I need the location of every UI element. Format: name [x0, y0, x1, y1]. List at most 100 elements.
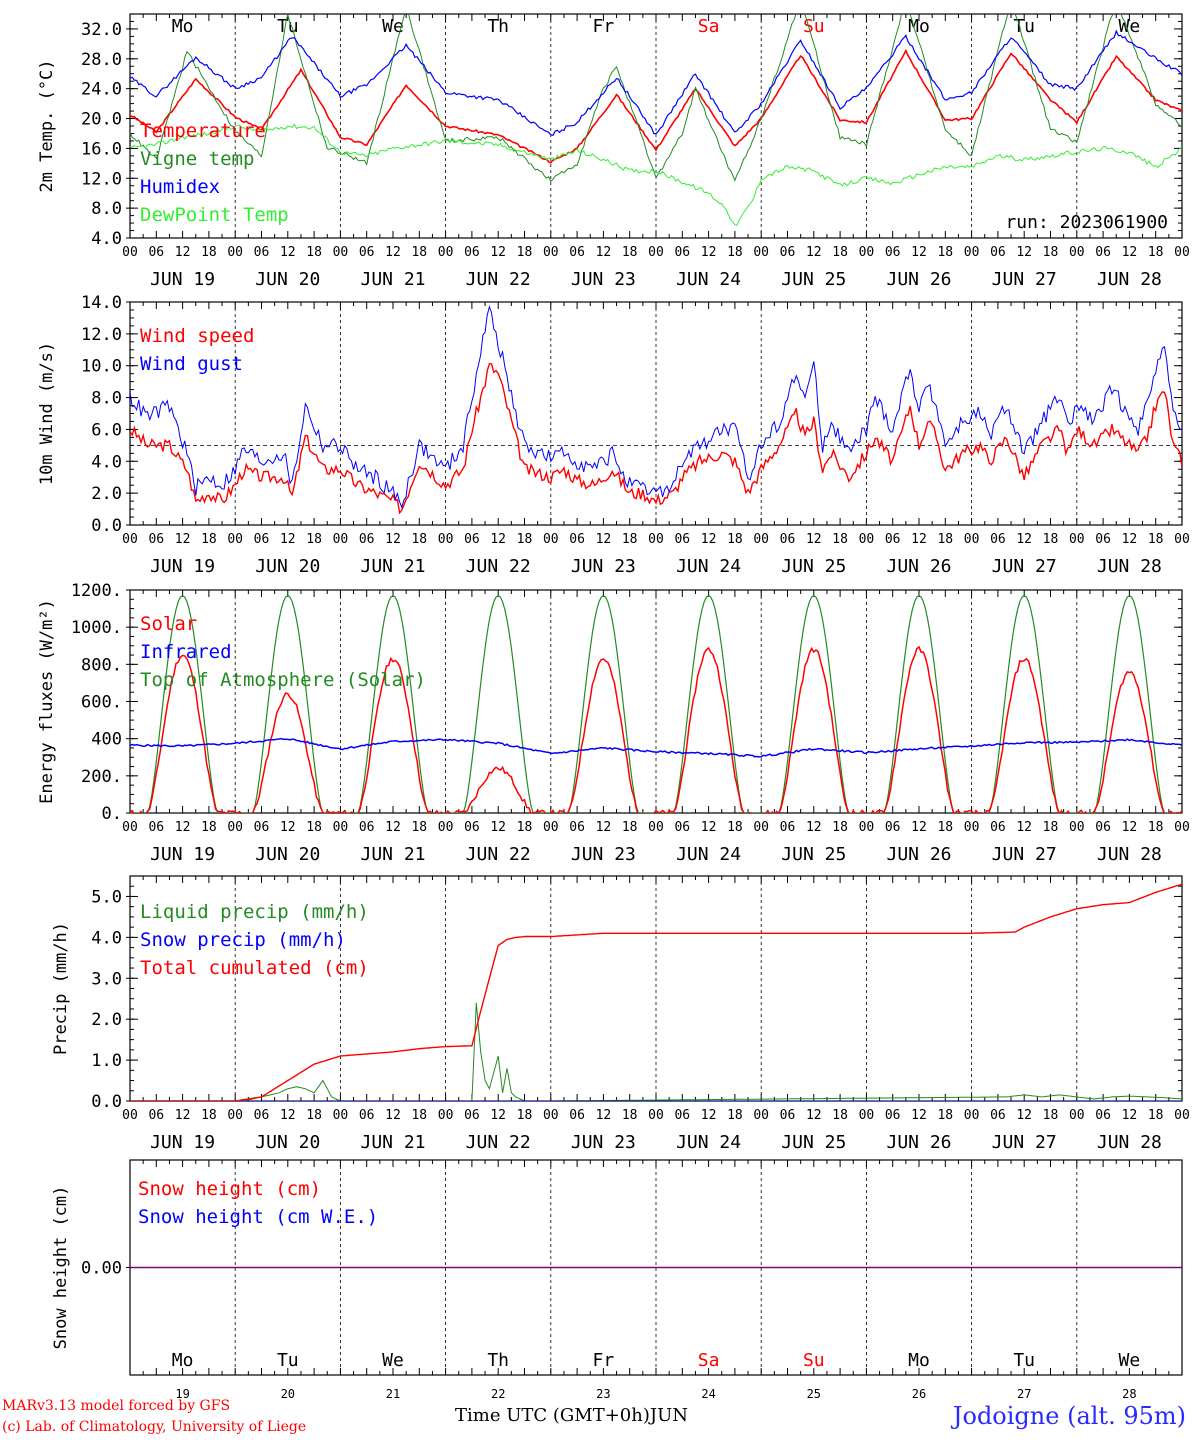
weekday-label: Su	[803, 1350, 825, 1371]
temp-series-line	[130, 123, 1182, 226]
y-tick-label: 20.0	[81, 110, 122, 130]
hour-label: 00	[122, 1108, 138, 1123]
y-tick-label: 12.0	[81, 325, 122, 345]
precip-series-line	[130, 1002, 1182, 1101]
hour-label: 06	[254, 245, 270, 260]
weekday-label: Mo	[908, 1350, 930, 1371]
weekday-label: Tu	[277, 16, 299, 37]
hour-label: 00	[333, 245, 349, 260]
hour-label: 06	[674, 820, 690, 835]
hour-label: 12	[1122, 245, 1138, 260]
weekday-label: Th	[487, 16, 509, 37]
legend-entry: Snow height (cm)	[138, 1178, 321, 1200]
legend-entry: Snow precip (mm/h)	[140, 929, 346, 951]
date-label: JUN 24	[676, 844, 741, 865]
energy-frame	[129, 589, 1183, 814]
date-label: JUN 26	[886, 269, 951, 290]
hour-label: 12	[175, 245, 191, 260]
hour-label: 18	[1148, 532, 1164, 547]
hour-label: 18	[622, 820, 638, 835]
date-label: JUN 19	[150, 844, 215, 865]
hour-label: 18	[937, 532, 953, 547]
y-tick-label: 200.	[81, 767, 122, 787]
hour-label: 00	[227, 820, 243, 835]
day-number-label: 24	[701, 1387, 715, 1400]
y-tick-label: 1000.	[71, 618, 122, 638]
hour-label: 00	[227, 245, 243, 260]
y-tick-label: 800.	[81, 655, 122, 675]
hour-label: 12	[806, 1108, 822, 1123]
hour-label: 18	[411, 820, 427, 835]
hour-label: 06	[148, 1108, 164, 1123]
y-tick-label: 0.	[102, 804, 122, 824]
hour-label: 00	[227, 532, 243, 547]
legend-entry: Wind speed	[140, 325, 254, 347]
hour-label: 00	[122, 532, 138, 547]
hour-label: 12	[1016, 532, 1032, 547]
hour-label: 00	[438, 1108, 454, 1123]
weekday-label: Su	[803, 16, 825, 37]
hour-label: 18	[411, 1108, 427, 1123]
hour-label: 00	[648, 245, 664, 260]
legend-entry: Total cumulated (cm)	[140, 957, 369, 979]
hour-label: 00	[1069, 820, 1085, 835]
hour-label: 06	[674, 245, 690, 260]
y-axis-label: Precip (mm/h)	[51, 922, 71, 1055]
run-label: run: 2023061900	[1005, 212, 1168, 233]
date-label: JUN 27	[992, 1132, 1057, 1153]
hour-label: 18	[306, 1108, 322, 1123]
weekday-label: We	[382, 16, 404, 37]
date-label: JUN 22	[466, 556, 531, 577]
hour-label: 18	[306, 245, 322, 260]
hour-label: 18	[727, 820, 743, 835]
hour-label: 06	[569, 532, 585, 547]
hour-label: 06	[569, 820, 585, 835]
y-tick-label: 0.0	[91, 516, 122, 536]
hour-label: 18	[832, 245, 848, 260]
hour-label: 12	[1122, 820, 1138, 835]
day-number-label: 20	[281, 1387, 295, 1400]
date-label: JUN 19	[150, 1132, 215, 1153]
hour-label: 12	[1016, 1108, 1032, 1123]
weekday-label: Tu	[1013, 16, 1035, 37]
y-tick-label: 16.0	[81, 139, 122, 159]
hour-label: 06	[780, 532, 796, 547]
snow-panel: 0.00 Snow height (cm) Mo Tu We Th Fr Sa Su Mo Tu We…	[51, 1159, 1183, 1401]
hour-label: 12	[1122, 1108, 1138, 1123]
hour-label: 12	[280, 820, 296, 835]
hour-label: 18	[832, 532, 848, 547]
hour-label: 00	[859, 820, 875, 835]
date-label: JUN 25	[781, 269, 846, 290]
temp-series-line	[130, 29, 1182, 136]
hour-label: 00	[1069, 532, 1085, 547]
day-number-label: 22	[491, 1387, 505, 1400]
hour-label: 00	[333, 1108, 349, 1123]
temp-series-line	[130, 48, 1182, 164]
day-number-label: 19	[175, 1387, 189, 1400]
hour-label: 06	[569, 1108, 585, 1123]
legend-entry: Solar	[140, 613, 197, 635]
date-label: JUN 19	[150, 556, 215, 577]
legend-entry: Infrared	[140, 641, 232, 663]
hour-label: 00	[753, 820, 769, 835]
hour-label: 00	[648, 820, 664, 835]
hour-label: 06	[359, 1108, 375, 1123]
hour-label: 06	[990, 245, 1006, 260]
hour-label: 06	[1095, 532, 1111, 547]
hour-label: 06	[674, 1108, 690, 1123]
weekday-label: Mo	[172, 16, 194, 37]
hour-label: 18	[201, 1108, 217, 1123]
hour-label: 12	[1016, 245, 1032, 260]
y-tick-label: 32.0	[81, 20, 122, 40]
date-label: JUN 27	[992, 844, 1057, 865]
y-axis-label: 2m Temp. (°C)	[37, 59, 57, 192]
day-number-label: 28	[1122, 1387, 1136, 1400]
copyright-credit: (c) Lab. of Climatology, University of L…	[2, 1419, 307, 1435]
hour-label: 12	[701, 1108, 717, 1123]
x-axis-label: Time UTC (GMT+0h)	[455, 1405, 650, 1426]
weekday-label: Tu	[1013, 1350, 1035, 1371]
hour-label: 18	[937, 245, 953, 260]
hour-label: 18	[1148, 1108, 1164, 1123]
hour-label: 06	[254, 820, 270, 835]
hour-label: 06	[780, 1108, 796, 1123]
